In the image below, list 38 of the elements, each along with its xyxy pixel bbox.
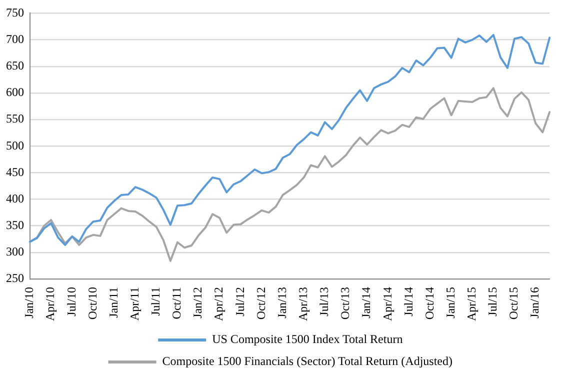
x-tick-label: Oct/14 bbox=[422, 287, 436, 320]
y-tick-label: 550 bbox=[6, 112, 24, 126]
y-tick-label: 350 bbox=[6, 218, 24, 232]
x-tick-label: Apr/15 bbox=[464, 287, 479, 322]
y-tick-label: 600 bbox=[6, 85, 24, 100]
y-tick-label: 500 bbox=[6, 138, 24, 152]
y-tick-label: 700 bbox=[6, 32, 24, 46]
x-tick-label: Oct/15 bbox=[506, 287, 521, 320]
x-tick-label: Oct/10 bbox=[85, 287, 100, 320]
x-tick-label: Jan/13 bbox=[274, 287, 289, 318]
x-tick-label: Jul/12 bbox=[232, 287, 247, 316]
y-tick-label: 250 bbox=[6, 271, 24, 286]
x-tick-label: Apr/13 bbox=[296, 287, 310, 322]
legend-label: US Composite 1500 Index Total Return bbox=[212, 332, 403, 346]
x-tick-label: Jul/10 bbox=[64, 287, 78, 316]
y-tick-label: 450 bbox=[6, 164, 24, 179]
y-tick-label: 750 bbox=[6, 5, 24, 20]
y-tick-label: 400 bbox=[6, 191, 24, 206]
x-tick-label: Jan/10 bbox=[22, 287, 36, 318]
x-tick-label: Apr/11 bbox=[127, 287, 142, 321]
y-tick-label: 650 bbox=[6, 58, 24, 73]
x-tick-label: Oct/12 bbox=[254, 287, 268, 320]
x-tick-label: Oct/13 bbox=[338, 287, 352, 320]
x-tick-label: Jul/13 bbox=[317, 287, 332, 316]
x-tick-label: Jan/11 bbox=[106, 287, 120, 318]
x-tick-label: Jan/15 bbox=[443, 287, 458, 318]
y-tick-label: 300 bbox=[6, 244, 24, 259]
x-tick-label: Jul/11 bbox=[148, 287, 163, 316]
x-tick-label: Apr/12 bbox=[212, 287, 226, 322]
legend-label: Composite 1500 Financials (Sector) Total Return (Adjusted) bbox=[162, 354, 453, 368]
x-tick-label: Jan/14 bbox=[359, 287, 374, 318]
x-tick-label: Jan/12 bbox=[190, 287, 205, 318]
x-tick-label: Apr/14 bbox=[380, 287, 394, 322]
x-tick-label: Oct/11 bbox=[170, 287, 184, 320]
x-tick-label: Jul/14 bbox=[401, 287, 416, 316]
x-tick-label: Jan/16 bbox=[528, 287, 542, 318]
x-tick-label: Jul/15 bbox=[486, 287, 500, 316]
x-tick-label: Apr/10 bbox=[43, 287, 58, 322]
